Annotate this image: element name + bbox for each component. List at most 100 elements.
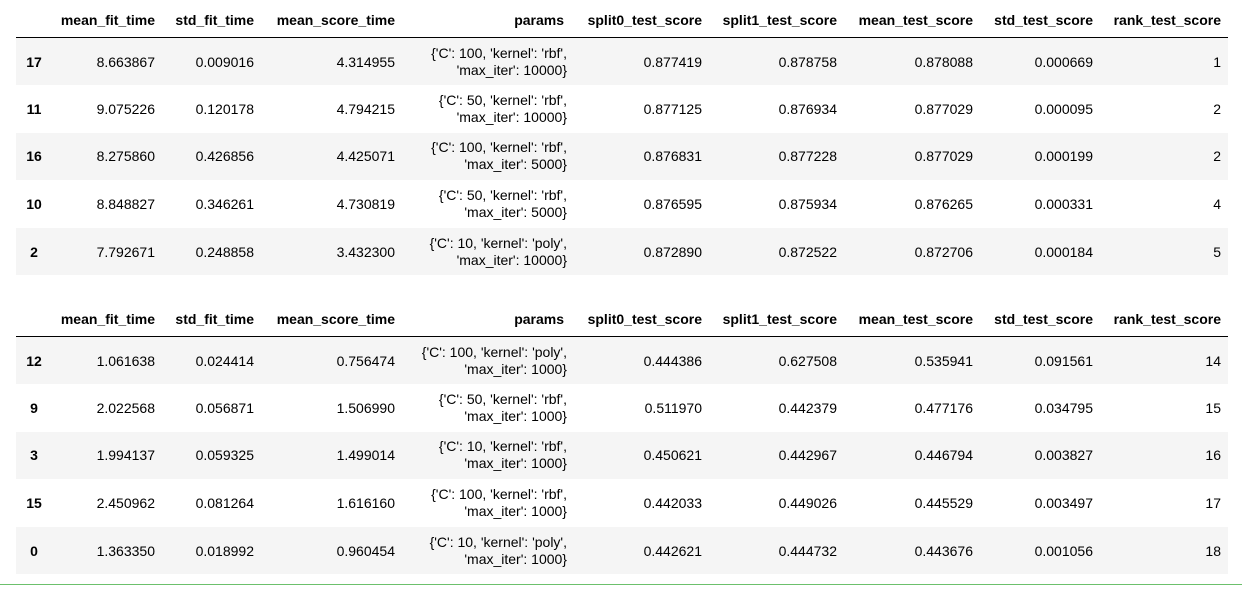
cell-mean-test-score: 0.878088 [914,53,973,70]
cell-split1-test-score: 0.442379 [778,399,837,416]
cell-params: {'C': 10, 'kernel': 'poly', 'max_iter': … [429,533,567,567]
cell-rank-test-score: 4 [1213,196,1221,213]
cell-mean-test-score: 0.443676 [914,542,973,559]
cell-mean-test-score: 0.535941 [914,352,973,369]
column-header-split1-test-score: split1_test_score [709,301,844,337]
cell-split0-test-score: 0.442033 [643,495,702,512]
table-row: 17 8.663867 0.009016 4.314955 {'C': 100, 'ke… [16,37,1228,86]
cell-rank-test-score: 14 [1205,352,1221,369]
cell-mean-test-score: 0.446794 [914,447,973,464]
cell-split0-test-score: 0.450621 [643,447,702,464]
column-header-std-fit-time: std_fit_time [162,2,261,38]
column-header-mean-fit-time: mean_fit_time [52,301,162,337]
column-header-mean-score-time: mean_score_time [261,301,402,337]
cell-rank-test-score: 17 [1205,495,1221,512]
column-header-params: params [402,2,571,38]
column-header-std-test-score: std_test_score [980,2,1100,38]
row-index: 11 [26,100,42,117]
column-header-rank-test-score: rank_test_score [1100,301,1228,337]
row-index: 16 [26,148,42,165]
cell-std-test-score: 0.000199 [1034,148,1093,165]
cell-split1-test-score: 0.878758 [778,53,837,70]
cell-split0-test-score: 0.442621 [643,542,702,559]
cell-mean-fit-time: 2.022568 [96,399,155,416]
cell-mean-test-score: 0.445529 [914,495,973,512]
cell-split0-test-score: 0.876831 [643,148,702,165]
row-index: 10 [26,196,42,213]
cell-mean-score-time: 0.756474 [336,352,395,369]
cell-params: {'C': 100, 'kernel': 'rbf', 'max_iter': … [431,139,567,173]
index-header [16,301,52,337]
column-header-mean-fit-time: mean_fit_time [52,2,162,38]
table-row: 15 2.450962 0.081264 1.616160 {'C': 100, 'ke… [16,479,1228,527]
cell-mean-test-score: 0.876265 [914,196,973,213]
cell-split1-test-score: 0.876934 [778,100,837,117]
table-row: 0 1.363350 0.018992 0.960454 {'C': 10, 'kern… [16,526,1228,575]
cell-rank-test-score: 16 [1205,447,1221,464]
cell-params: {'C': 10, 'kernel': 'rbf', 'max_iter': 1… [438,438,567,472]
cell-split1-test-score: 0.877228 [778,148,837,165]
table-row: 9 2.022568 0.056871 1.506990 {'C': 50, 'kern… [16,384,1228,432]
index-header [16,2,52,38]
cell-std-test-score: 0.000184 [1034,243,1093,260]
column-header-std-test-score: std_test_score [980,301,1100,337]
cell-params: {'C': 50, 'kernel': 'rbf', 'max_iter': 1… [438,91,567,125]
cell-std-test-score: 0.000331 [1034,196,1093,213]
cell-params: {'C': 50, 'kernel': 'rbf', 'max_iter': 1… [438,390,567,424]
cell-mean-score-time: 4.730819 [336,196,395,213]
table-row: 16 8.275860 0.426856 4.425071 {'C': 100, 'ke… [16,132,1228,181]
cell-split1-test-score: 0.872522 [778,243,837,260]
cell-rank-test-score: 2 [1213,148,1221,165]
cell-mean-fit-time: 2.450962 [96,495,155,512]
cell-split1-test-score: 0.875934 [778,196,837,213]
cell-rank-test-score: 5 [1213,243,1221,260]
table-row: 2 7.792671 0.248858 3.432300 {'C': 10, 'kern… [16,227,1228,276]
cell-mean-score-time: 4.794215 [336,100,395,117]
cell-std-fit-time: 0.346261 [195,196,254,213]
cell-params: {'C': 100, 'kernel': 'rbf', 'max_iter': … [431,486,567,520]
table-row: 10 8.848827 0.346261 4.730819 {'C': 50, 'ker… [16,180,1228,228]
cell-split0-test-score: 0.444386 [643,352,702,369]
cell-rank-test-score: 15 [1205,399,1221,416]
column-header-mean-test-score: mean_test_score [844,2,980,38]
column-header-rank-test-score: rank_test_score [1100,2,1228,38]
cell-divider [0,584,1242,585]
cell-split0-test-score: 0.511970 [644,399,702,416]
cell-params: {'C': 100, 'kernel': 'rbf', 'max_iter': … [431,44,567,78]
cell-std-fit-time: 0.056871 [195,399,254,416]
cell-split1-test-score: 0.627508 [778,352,837,369]
cell-mean-fit-time: 1.994137 [96,447,155,464]
table-row: 11 9.075226 0.120178 4.794215 {'C': 50, 'ker… [16,85,1228,133]
cell-mean-score-time: 4.314955 [336,53,395,70]
cell-mean-score-time: 1.506990 [336,399,395,416]
column-header-mean-score-time: mean_score_time [261,2,402,38]
cell-mean-fit-time: 1.061638 [96,352,155,369]
cell-mean-test-score: 0.872706 [914,243,973,260]
cell-std-fit-time: 0.120178 [195,100,254,117]
cell-mean-test-score: 0.877029 [914,100,973,117]
header-row: mean_fit_time std_fit_time mean_score_time… [16,301,1228,337]
column-header-split0-test-score: split0_test_score [571,2,709,38]
cell-std-test-score: 0.091561 [1034,352,1093,369]
cell-rank-test-score: 1 [1213,53,1221,70]
cell-std-fit-time: 0.248858 [195,243,254,260]
cell-std-test-score: 0.001056 [1034,542,1093,559]
cell-std-test-score: 0.003827 [1034,447,1093,464]
row-index: 12 [26,352,42,369]
cell-params: {'C': 100, 'kernel': 'poly', 'max_iter':… [421,343,567,377]
cell-split0-test-score: 0.877125 [643,100,702,117]
cell-std-fit-time: 0.081264 [195,495,254,512]
row-index: 3 [30,447,38,464]
cell-std-fit-time: 0.426856 [195,148,254,165]
cell-std-test-score: 0.000095 [1034,100,1093,117]
cell-mean-test-score: 0.477176 [914,399,973,416]
cell-split0-test-score: 0.877419 [643,53,702,70]
cell-std-fit-time: 0.059325 [195,447,254,464]
column-header-mean-test-score: mean_test_score [844,301,980,337]
results-table-top: mean_fit_time std_fit_time mean_score_time… [16,2,1228,276]
cell-mean-fit-time: 1.363350 [96,542,155,559]
cell-mean-test-score: 0.877029 [914,148,973,165]
cell-params: {'C': 10, 'kernel': 'poly', 'max_iter': … [429,234,567,268]
cell-split1-test-score: 0.442967 [778,447,837,464]
row-index: 15 [26,495,42,512]
